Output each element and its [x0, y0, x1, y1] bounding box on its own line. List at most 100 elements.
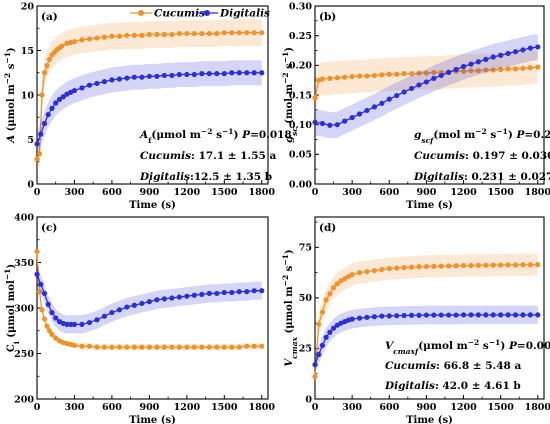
- data-point: [323, 297, 329, 303]
- data-point: [416, 82, 422, 88]
- x-tick-label: 1200: [450, 402, 477, 413]
- data-point: [401, 312, 407, 319]
- data-point: [94, 35, 100, 41]
- data-point: [154, 73, 160, 79]
- x-tick-label: 1500: [487, 187, 514, 198]
- data-point: [131, 74, 137, 80]
- data-point: [416, 312, 422, 318]
- data-point: [221, 289, 227, 296]
- data-point: [236, 344, 242, 350]
- data-point: [460, 262, 467, 269]
- data-point: [379, 313, 385, 319]
- data-point: [36, 151, 43, 157]
- data-point: [423, 79, 430, 85]
- x-axis-title: Time (s): [406, 200, 453, 211]
- data-point: [101, 34, 108, 40]
- y-tick-label: 20: [21, 1, 35, 12]
- data-point: [79, 321, 85, 327]
- data-point: [330, 285, 337, 291]
- x-tick-label: 600: [379, 402, 399, 413]
- data-point: [371, 314, 378, 320]
- data-point: [86, 343, 93, 349]
- data-point: [356, 111, 363, 117]
- data-point: [356, 270, 363, 276]
- x-tick-label: 0: [34, 187, 41, 198]
- y-tick-label: 250: [14, 349, 34, 360]
- data-point: [169, 31, 175, 38]
- data-point: [535, 64, 541, 70]
- data-point: [139, 74, 145, 80]
- y-tick-label: 350: [14, 258, 34, 269]
- data-point: [401, 89, 407, 95]
- y-axis-title: Vcmax (μmol m−2 s−1): [281, 249, 299, 366]
- data-point: [446, 69, 452, 76]
- data-point: [184, 293, 190, 299]
- data-point: [475, 59, 481, 65]
- series-digitalis: [34, 265, 265, 334]
- panel-d: 0 300 600 900 1200 1500 1800 0 25 50 75 (d) Time (s): [299, 216, 550, 424]
- data-point: [199, 344, 205, 350]
- data-point: [131, 344, 137, 350]
- y-tick-label: 0.20: [289, 61, 313, 72]
- data-point: [206, 290, 212, 297]
- data-point: [386, 96, 392, 102]
- data-point: [161, 344, 167, 350]
- data-point: [41, 70, 48, 76]
- x-tick-label: 0: [312, 187, 319, 198]
- data-point: [229, 344, 235, 350]
- legend-label: Cucumis: [154, 8, 205, 20]
- data-point: [229, 70, 235, 76]
- data-point: [86, 36, 93, 42]
- data-point: [371, 104, 378, 110]
- data-point: [94, 80, 100, 87]
- data-point: [527, 65, 533, 71]
- data-point: [38, 281, 44, 287]
- data-point: [453, 263, 459, 269]
- y-tick-label: 75: [299, 243, 312, 254]
- data-point: [45, 111, 51, 118]
- data-point: [79, 37, 85, 43]
- data-point: [176, 294, 182, 300]
- series-cucumis: [34, 248, 265, 350]
- data-point: [251, 70, 257, 76]
- x-tick-label: 1800: [525, 402, 550, 413]
- x-tick-label: 1200: [174, 187, 201, 198]
- data-point: [214, 30, 220, 37]
- data-point: [408, 264, 415, 270]
- data-point: [68, 321, 74, 327]
- data-point: [259, 70, 265, 76]
- data-point: [229, 30, 235, 36]
- data-point: [342, 118, 348, 124]
- data-point: [394, 313, 400, 319]
- panel-label: (d): [319, 222, 336, 234]
- data-point: [483, 312, 489, 318]
- data-point: [101, 79, 108, 85]
- data-point: [490, 54, 496, 60]
- data-point: [236, 289, 242, 295]
- x-tick-label: 600: [102, 402, 122, 413]
- data-point: [505, 262, 511, 268]
- data-point: [124, 32, 130, 38]
- data-point: [34, 156, 40, 162]
- panel-label: (c): [41, 222, 57, 234]
- data-point: [364, 107, 370, 114]
- data-point: [49, 309, 55, 316]
- y-tick-label: 400: [14, 212, 34, 223]
- data-point: [319, 309, 326, 315]
- data-point: [221, 30, 227, 36]
- data-point: [101, 344, 108, 350]
- data-point: [364, 269, 370, 275]
- data-point: [316, 351, 322, 358]
- data-point: [199, 30, 205, 37]
- y-tick-label: 300: [14, 303, 34, 314]
- data-point: [79, 85, 85, 91]
- x-tick-label: 1500: [487, 402, 514, 413]
- annotation-line: Digitalis:12.5 ± 1.35 b: [139, 171, 272, 183]
- data-point: [49, 331, 55, 337]
- panel-label: (a): [41, 11, 58, 23]
- panel-label: (b): [319, 11, 336, 23]
- data-point: [71, 321, 78, 327]
- data-point: [327, 329, 333, 335]
- data-point: [386, 313, 392, 319]
- data-point: [154, 31, 160, 38]
